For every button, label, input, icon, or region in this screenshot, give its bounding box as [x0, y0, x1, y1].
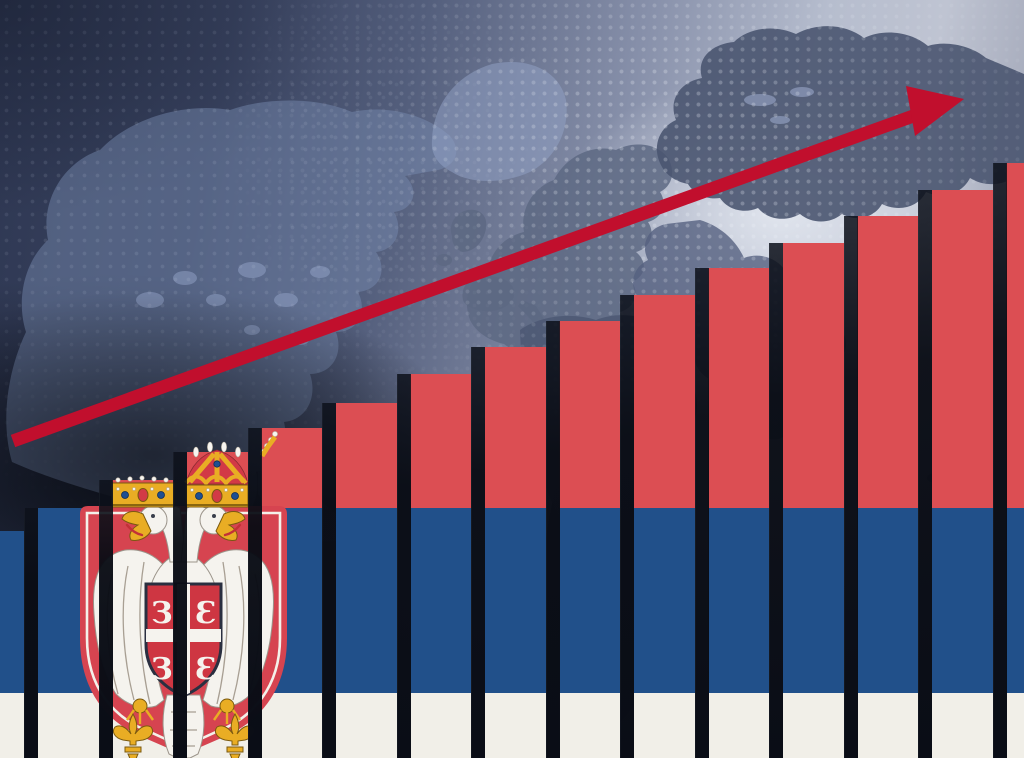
flag-blue-segment: [708, 508, 769, 693]
flag-blue-segment: [0, 531, 24, 693]
flag-blue-segment: [857, 508, 918, 693]
flag-blue-segment: [783, 508, 844, 693]
flag-white-segment: [708, 693, 769, 758]
flag-bar-column: [708, 0, 769, 758]
flag-blue-segment: [410, 508, 471, 693]
separator-bar: [695, 268, 709, 758]
flag-white-segment: [559, 693, 620, 758]
flag-bar-column: [336, 0, 397, 758]
separator-bar: [993, 163, 1007, 758]
bar-red-segment: [559, 321, 620, 508]
bar-red-segment: [708, 268, 769, 508]
flag-white-segment: [1006, 693, 1024, 758]
separator-bar: [844, 216, 858, 758]
flag-bar-column: [857, 0, 918, 758]
bar-red-segment: [783, 243, 844, 508]
flag-blue-segment: [336, 508, 397, 693]
bar-red-segment: [410, 374, 471, 508]
separator-bar: [546, 321, 560, 758]
separator-bar: [248, 428, 262, 758]
flag-bar-column: [410, 0, 471, 758]
flag-blue-segment: [932, 508, 993, 693]
bar-red-segment: [1006, 163, 1024, 508]
separator-bar: [99, 480, 113, 758]
flag-white-segment: [634, 693, 695, 758]
flag-blue-segment: [1006, 508, 1024, 693]
separator-bar: [24, 508, 38, 758]
bar-red-segment: [336, 403, 397, 508]
separator-bar: [322, 403, 336, 758]
separator-bar: [471, 347, 485, 758]
flag-white-segment: [783, 693, 844, 758]
separator-bar: [918, 190, 932, 758]
flag-bar-column: [932, 0, 993, 758]
separator-bar: [173, 452, 187, 758]
flag-white-segment: [485, 693, 546, 758]
flag-white-segment: [0, 693, 24, 758]
flag-bar-column: [559, 0, 620, 758]
bar-red-segment: [932, 190, 993, 508]
bar-red-segment: [485, 347, 546, 508]
flag-blue-segment: [485, 508, 546, 693]
flag-white-segment: [336, 693, 397, 758]
flag-white-segment: [410, 693, 471, 758]
bar-red-segment: [857, 216, 918, 508]
flag-bar-column: [0, 0, 24, 758]
flag-bar-column: [634, 0, 695, 758]
flag-bar-column: [485, 0, 546, 758]
bar-red-segment: [634, 295, 695, 508]
flag-blue-segment: [634, 508, 695, 693]
separator-bar: [769, 243, 783, 758]
flag-bar-column: [1006, 0, 1024, 758]
flag-blue-segment: [559, 508, 620, 693]
flag-white-segment: [857, 693, 918, 758]
separator-bar: [620, 295, 634, 758]
flag-white-segment: [932, 693, 993, 758]
flag-bar-column: [783, 0, 844, 758]
separator-bar: [397, 374, 411, 758]
